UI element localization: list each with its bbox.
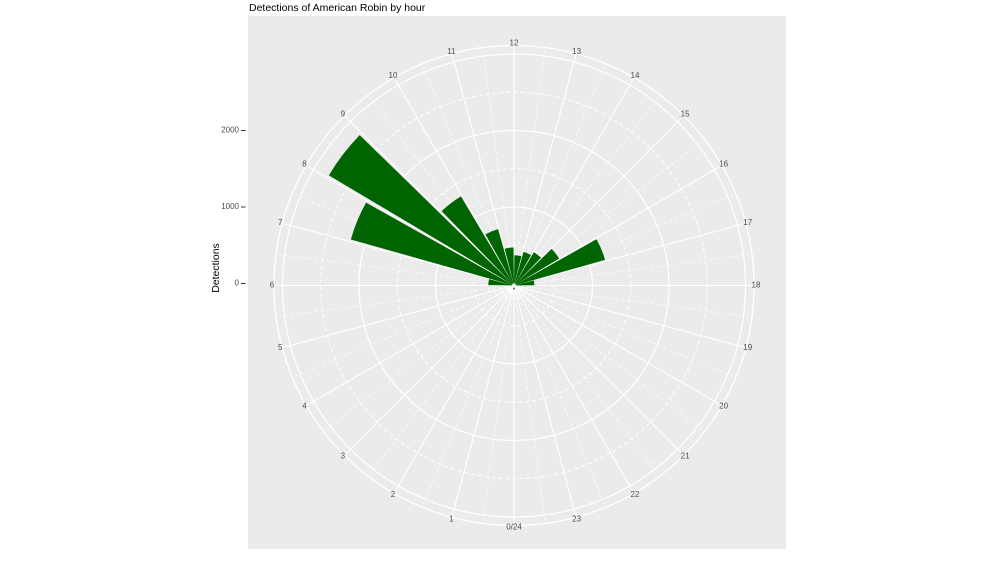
grid-radial-major — [513, 77, 635, 286]
hour-label-12: 12 — [510, 39, 519, 48]
bar-wedge-hour-12 — [514, 255, 522, 284]
hour-label-6: 6 — [270, 281, 275, 290]
grid-radial-minor — [513, 94, 661, 286]
grid-radial-major — [513, 165, 723, 286]
hour-label-19: 19 — [743, 343, 752, 352]
bar-wedge-hour-17 — [515, 280, 535, 286]
grid-radial-major — [305, 285, 515, 406]
hour-label-8: 8 — [302, 160, 307, 169]
grid-radial-minor — [276, 253, 515, 286]
grid-radial-minor — [482, 285, 515, 524]
bar-wedge-hour-8 — [328, 135, 513, 285]
grid-radial-major — [513, 115, 685, 286]
grid-radial-minor — [292, 285, 515, 378]
r-tick-label-2000: 2000 — [221, 126, 239, 135]
grid-radial-major — [451, 53, 515, 286]
grid-radial-major — [282, 222, 515, 287]
grid-radial-minor — [513, 63, 607, 286]
grid-radial-major — [393, 77, 515, 286]
bar-wedge-hour-11 — [504, 247, 514, 284]
hour-label-10: 10 — [389, 71, 398, 80]
hour-label-0-24: 0/24 — [506, 523, 522, 532]
grid-radial-major — [513, 285, 577, 518]
grid-radial-minor — [513, 285, 546, 524]
grid-radial-major — [513, 222, 746, 287]
grid-radial-major — [513, 53, 577, 286]
hour-label-11: 11 — [447, 47, 456, 56]
hour-label-15: 15 — [681, 109, 690, 118]
hour-label-17: 17 — [743, 218, 752, 227]
bar-wedge-hour-16 — [515, 239, 606, 285]
grid-radial-major — [343, 285, 515, 456]
bar-wedge-hour-0 — [513, 287, 514, 290]
bar-wedge-hour-7 — [350, 202, 513, 285]
grid-radial-minor — [513, 193, 736, 286]
hour-label-23: 23 — [572, 514, 581, 523]
hour-label-2: 2 — [391, 490, 396, 499]
plot-title: Detections of American Robin by hour — [249, 2, 426, 14]
grid-radial-minor — [513, 285, 705, 432]
hour-label-21: 21 — [681, 452, 690, 461]
hour-label-9: 9 — [341, 109, 346, 118]
grid-radial-minor — [513, 285, 752, 318]
bar-wedge-hour-23 — [514, 287, 515, 290]
grid-radial-major — [393, 285, 515, 494]
r-axis-title: Detections — [210, 243, 222, 293]
grid-radial-major — [513, 284, 746, 349]
grid-radial-minor — [276, 285, 515, 318]
bar-wedge-hour-15 — [515, 248, 560, 285]
bar-wedge-hour-14 — [515, 252, 542, 285]
grid-radial-minor — [513, 253, 752, 286]
grid-radial-minor — [367, 285, 515, 477]
grid-radial-minor — [513, 285, 661, 477]
grid-radial-minor — [421, 63, 515, 286]
hour-label-3: 3 — [341, 452, 346, 461]
grid-radial-minor — [513, 139, 705, 286]
bar-wedge-hour-9 — [441, 196, 513, 285]
grid-radial-major — [343, 115, 515, 286]
hour-label-18: 18 — [752, 281, 761, 290]
hour-label-7: 7 — [278, 218, 283, 227]
grid-radial-major — [451, 285, 515, 518]
hour-label-5: 5 — [278, 343, 283, 352]
grid-radial-minor — [367, 94, 515, 286]
grid-radial-minor — [323, 285, 515, 432]
grid-radial-minor — [513, 47, 546, 286]
grid-radial-major — [305, 165, 515, 286]
hour-label-1: 1 — [449, 514, 454, 523]
bar-wedge-hour-10 — [485, 229, 514, 284]
bar-wedge-hour-6 — [488, 279, 513, 286]
grid-radial-minor — [513, 285, 736, 378]
hour-label-14: 14 — [631, 71, 640, 80]
hour-label-22: 22 — [631, 490, 640, 499]
grid-radial-major — [513, 285, 685, 456]
hour-label-20: 20 — [719, 402, 728, 411]
hour-label-16: 16 — [719, 160, 728, 169]
grid-radial-major — [282, 284, 515, 349]
grid-radial-minor — [421, 285, 515, 508]
r-tick-label-1000: 1000 — [221, 202, 239, 211]
bar-wedge-hour-13 — [514, 251, 532, 284]
grid-radial-major — [513, 285, 635, 494]
grid-radial-minor — [513, 285, 607, 508]
hour-label-4: 4 — [302, 402, 307, 411]
r-tick-label-0: 0 — [235, 279, 240, 288]
hour-label-13: 13 — [572, 47, 581, 56]
grid-radial-minor — [482, 47, 515, 286]
grid-radial-major — [513, 285, 723, 406]
